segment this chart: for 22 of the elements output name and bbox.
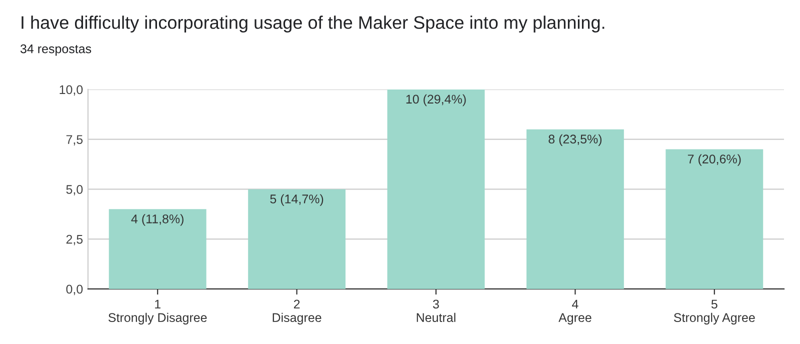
x-tick-label: 2 Disagree xyxy=(272,300,322,324)
y-tick-label: 10,0 xyxy=(60,85,83,96)
data-label: 4 (11,8%) xyxy=(131,214,184,226)
x-tick-label: 1 Strongly Disagree xyxy=(108,300,207,324)
x-tick-label: 5 Strongly Agree xyxy=(674,300,755,324)
y-tick-label: 7,5 xyxy=(66,135,83,146)
x-tick-label: 4 Agree xyxy=(558,300,592,324)
y-tick-label: 2,5 xyxy=(66,234,83,246)
bar xyxy=(248,189,346,289)
x-tick-label: 3 Neutral xyxy=(416,300,456,322)
data-label: 8 (23,5%) xyxy=(548,134,602,146)
y-tick-label: 0,0 xyxy=(66,284,83,296)
bar xyxy=(108,209,206,289)
data-label: 5 (14,7%) xyxy=(270,194,324,206)
chart-title: I have difficulty incorporating usage of the Maker Space into my planning. xyxy=(22,16,604,32)
data-label: 10 (29,4%) xyxy=(406,94,466,106)
y-tick-label: 5,0 xyxy=(66,185,83,196)
chart-subtitle: 34 respostas xyxy=(20,44,92,56)
data-label: 7 (20,6%) xyxy=(688,154,741,166)
bar xyxy=(666,149,764,289)
bar xyxy=(387,89,485,289)
bar xyxy=(526,129,624,289)
